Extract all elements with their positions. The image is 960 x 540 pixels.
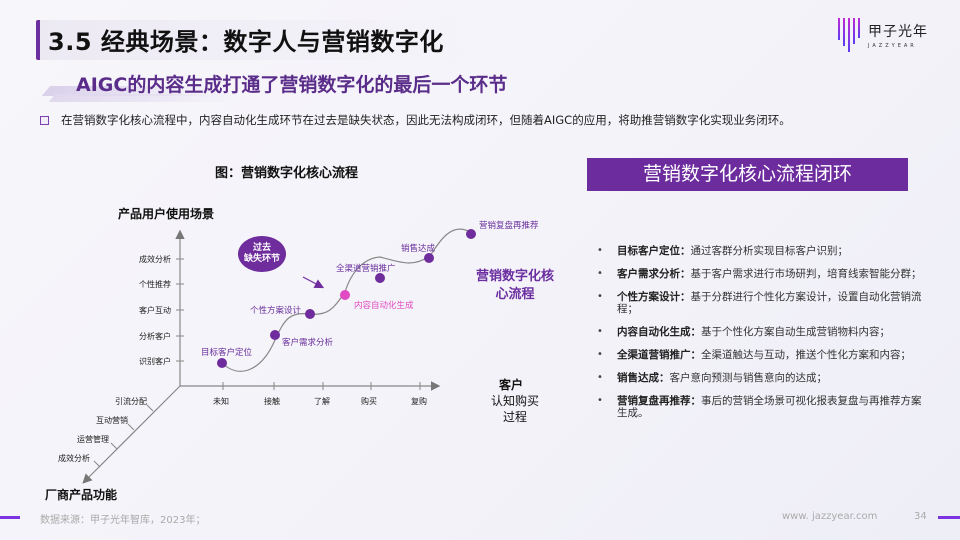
x-tick: 购买: [361, 397, 377, 406]
figure-title: 图：营销数字化核心流程: [215, 166, 359, 181]
x-tick: 未知: [213, 397, 229, 406]
core-flow-label: 营销数字化核 心流程: [470, 268, 560, 304]
list-item: • 全渠道营销推广：全渠道触达与互动，推送个性化方案和内容；: [597, 349, 927, 361]
node-content-generation: [340, 290, 350, 300]
core-flow-line2: 心流程: [495, 287, 535, 302]
z-tick: 互动营销: [96, 416, 128, 425]
item-term: 内容自动化生成：: [617, 326, 701, 338]
item-desc: 通过客群分析实现目标客户识别；: [690, 245, 849, 257]
x-tick: 接触: [264, 397, 280, 406]
z-tick: 运营管理: [77, 435, 109, 444]
node-omni-channel: [375, 273, 385, 283]
node-review: [466, 229, 476, 239]
item-term: 营销复盘再推荐：: [617, 395, 701, 407]
bullet-icon: •: [597, 349, 603, 360]
title-bar: [36, 20, 476, 60]
step-label: 客户需求分析: [282, 338, 334, 348]
node-sales: [424, 253, 434, 263]
brand-logo: 甲子光年 JAZZYEAR: [838, 18, 928, 52]
step-label: 全渠道营销推广: [336, 264, 396, 274]
list-item: • 销售达成：客户意向预测与销售意向的达成；: [597, 372, 927, 384]
missing-step-badge: 过去 缺失环节: [238, 236, 286, 272]
square-bullet-icon: [40, 115, 49, 125]
item-term: 个性方案设计：: [617, 291, 691, 303]
z-axis: [82, 385, 181, 484]
panel-bullet-list: • 目标客户定位：通过客群分析实现目标客户识别； • 客户需求分析：基于客户需求进行…: [597, 245, 927, 430]
bullet-icon: •: [597, 326, 603, 337]
y-tick: 成效分析: [139, 255, 171, 264]
list-item: • 目标客户定位：通过客群分析实现目标客户识别；: [597, 245, 927, 257]
missing-line2: 缺失环节: [243, 254, 280, 264]
website-link[interactable]: www. jazzyear.com: [782, 511, 878, 522]
item-desc: 基于分群进行个性化方案设计，设置自动化营销流程；: [617, 291, 922, 315]
step-label: 营销复盘再推荐: [479, 221, 539, 231]
page-number: 34: [914, 511, 927, 522]
x-axis-title-line3: 过程: [502, 410, 527, 424]
x-axis-title-line1: 客户: [499, 378, 524, 392]
page-subtitle: AIGC的内容生成打通了营销数字化的最后一个环节: [76, 74, 508, 96]
intro-text: 在营销数字化核心流程中，内容自动化生成环节在过去是缺失状态，因此无法构成闭环，但…: [61, 113, 791, 127]
y-tick: 识别客户: [139, 357, 171, 366]
list-item: • 内容自动化生成：基于个性化方案自动生成营销物料内容；: [597, 326, 927, 338]
bullet-icon: •: [597, 395, 603, 406]
item-term: 目标客户定位：: [617, 245, 691, 257]
step-label: 内容自动化生成: [354, 301, 414, 311]
panel-header: 营销数字化核心流程闭环: [587, 158, 908, 191]
node-need-analysis: [270, 330, 280, 340]
y-tick: 客户互动: [139, 306, 171, 315]
list-item: • 个性方案设计：基于分群进行个性化方案设计，设置自动化营销流程；: [597, 291, 927, 315]
data-source: 数据来源：甲子光年智库，2023年；: [40, 515, 206, 526]
item-desc: 全渠道触达与互动，推送个性化方案和内容；: [701, 349, 911, 361]
missing-arrow: [302, 276, 325, 289]
z-tick: 引流分配: [115, 397, 147, 406]
z-axis-title: 厂商产品功能: [45, 488, 118, 502]
item-term: 全渠道营销推广：: [617, 349, 701, 361]
node-plan-design: [305, 309, 315, 319]
bullet-icon: •: [597, 291, 603, 302]
logo-text: 甲子光年: [868, 24, 928, 40]
logo-subtext: JAZZYEAR: [868, 43, 917, 49]
missing-line1: 过去: [252, 243, 271, 253]
item-term: 客户需求分析：: [617, 268, 691, 280]
step-label: 目标客户定位: [201, 348, 253, 358]
y-tick: 分析客户: [139, 332, 171, 341]
x-tick: 了解: [314, 397, 330, 406]
item-term: 销售达成：: [617, 372, 670, 384]
list-item: • 客户需求分析：基于客户需求进行市场研判，培育线索智能分群；: [597, 268, 927, 280]
footer-accent-line: [938, 516, 960, 519]
step-label: 个性方案设计: [250, 306, 302, 316]
step-label: 销售达成: [401, 244, 436, 254]
item-desc: 事后的营销全场景可视化报表复盘与再推荐方案生成。: [617, 395, 922, 419]
item-desc: 基于客户需求进行市场研判，培育线索智能分群；: [690, 268, 922, 280]
y-tick: 个性推荐: [139, 280, 171, 289]
core-flow-line1: 营销数字化核: [475, 269, 554, 284]
node-target-customer: [217, 358, 227, 368]
z-tick: 成效分析: [58, 454, 90, 463]
bullet-icon: •: [597, 268, 603, 279]
bullet-icon: •: [597, 245, 603, 256]
item-desc: 客户意向预测与销售意向的达成；: [669, 372, 828, 384]
bullet-icon: •: [597, 372, 603, 383]
logo-bars-icon: [838, 18, 860, 52]
x-axis-title-line2: 认知购买: [490, 394, 539, 408]
footer-accent-line: [0, 516, 20, 519]
item-desc: 基于个性化方案自动生成营销物料内容；: [701, 326, 890, 338]
page-title: 3.5 经典场景：数字人与营销数字化: [48, 28, 444, 56]
intro-paragraph: 在营销数字化核心流程中，内容自动化生成环节在过去是缺失状态，因此无法构成闭环，但…: [40, 112, 791, 128]
list-item: • 营销复盘再推荐：事后的营销全场景可视化报表复盘与再推荐方案生成。: [597, 395, 927, 419]
y-axis-title: 产品用户使用场景: [118, 207, 215, 221]
x-tick: 复购: [411, 397, 427, 406]
